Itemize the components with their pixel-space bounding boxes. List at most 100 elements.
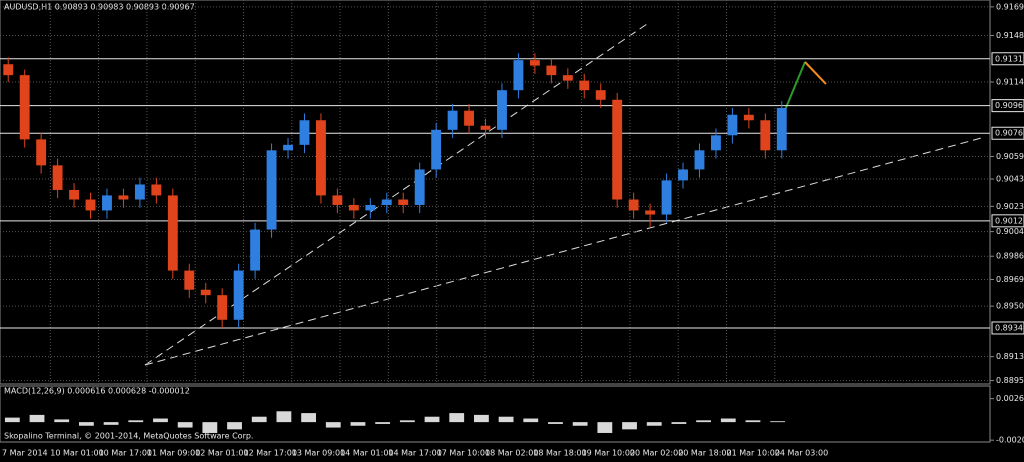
level-box — [991, 321, 1024, 335]
x-tick-label: 10 Mar 01:00 — [50, 449, 103, 458]
candle-body — [431, 129, 442, 170]
candle-body — [69, 189, 79, 200]
candle-body — [151, 184, 162, 196]
candle-body — [85, 199, 96, 211]
x-tick-label: 24 Mar 03:00 — [775, 449, 828, 458]
candle-body — [52, 165, 63, 190]
macd-bar — [227, 422, 242, 430]
candle-body — [743, 114, 754, 121]
x-tick-label: 14 Mar 17:00 — [388, 449, 441, 458]
level-box — [991, 126, 1024, 140]
level-box — [991, 99, 1024, 113]
macd-bar — [103, 422, 119, 425]
candle-body — [595, 90, 606, 100]
candle-body — [36, 139, 47, 166]
y-tick-label: 0.89865 — [996, 252, 1024, 261]
y-tick-label: 0.89695 — [996, 275, 1024, 284]
candle-body — [3, 64, 14, 76]
macd-bar — [498, 416, 514, 423]
macd-bar — [622, 422, 637, 430]
candle-body — [497, 90, 507, 130]
x-tick-label: 21 Mar 10:00 — [727, 449, 780, 458]
macd-bar — [572, 422, 588, 426]
level-label: 0.90765 — [995, 129, 1024, 138]
macd-bar — [54, 419, 70, 423]
macd-bar — [474, 414, 489, 423]
candle-body — [217, 295, 228, 320]
channel-lower — [144, 136, 986, 366]
candle-body — [134, 184, 145, 200]
candle-body — [167, 195, 178, 271]
candle-body — [546, 65, 557, 76]
macd-tick-label: -0.0020 — [996, 436, 1024, 445]
y-tick-label: 0.88955 — [996, 376, 1024, 385]
copyright: Skopalino Terminal, © 2001-2014, MetaQuo… — [4, 432, 253, 441]
x-tick-label: 19 Mar 10:00 — [582, 449, 635, 458]
macd-bar — [79, 422, 94, 426]
x-tick-label: 18 Mar 18:00 — [533, 449, 586, 458]
level-label: 0.90124 — [995, 216, 1024, 225]
candle-body — [414, 169, 425, 205]
macd-bar — [301, 413, 316, 423]
candle-body — [464, 110, 474, 126]
arrow-down — [804, 61, 827, 85]
level-label: 0.90967 — [995, 101, 1024, 110]
macd-bar — [29, 414, 45, 423]
y-tick-label: 0.90045 — [996, 227, 1024, 236]
candle-body — [579, 80, 590, 91]
candle-body — [348, 204, 359, 211]
macd-bar — [4, 417, 20, 423]
macd-bar — [696, 420, 711, 423]
candle-body — [694, 150, 705, 170]
candle-body — [102, 195, 112, 211]
candle-body — [480, 125, 491, 130]
y-tick-label: 0.90595 — [996, 152, 1024, 161]
candle-body — [332, 195, 343, 205]
candle-body — [711, 135, 721, 151]
arrow-up — [784, 61, 806, 111]
macd-bar — [424, 416, 440, 423]
macd-bar — [523, 418, 539, 423]
candle-body — [365, 204, 376, 211]
macd-bar — [153, 418, 168, 423]
candle-body — [513, 60, 524, 91]
x-tick-label: 20 Mar 02:00 — [630, 449, 683, 458]
x-tick-label: 20 Mar 18:00 — [678, 449, 731, 458]
macd-bar — [350, 422, 366, 426]
macd-bar — [177, 422, 193, 428]
candle-body — [184, 270, 195, 290]
macd-bar — [770, 421, 786, 423]
candle-body — [381, 199, 392, 205]
candle-body — [266, 150, 277, 230]
macd-bar — [325, 422, 341, 428]
x-tick-label: 17 Mar 10:00 — [437, 449, 490, 458]
x-tick-label: 13 Mar 09:00 — [292, 449, 345, 458]
x-tick-label: 10 Mar 17:00 — [99, 449, 152, 458]
candle-body — [299, 120, 310, 145]
macd-tick-label: 0.0026 — [996, 394, 1024, 403]
macd-bar — [745, 420, 761, 423]
x-tick-label: 12 Mar 01:00 — [195, 449, 248, 458]
level-box — [991, 214, 1024, 228]
x-tick-label: 18 Mar 02:00 — [485, 449, 538, 458]
candle-body — [645, 210, 656, 215]
candle-body — [19, 75, 30, 140]
candle-body — [200, 289, 211, 296]
macd-bar — [202, 422, 218, 433]
macd-bar — [128, 420, 144, 423]
candle-body — [316, 120, 326, 196]
candle-body — [661, 180, 672, 215]
candle-body — [529, 60, 540, 66]
macd-frame — [0, 385, 991, 443]
macd-bar — [449, 413, 465, 423]
macd-bar — [597, 422, 613, 433]
macd-bar — [251, 416, 267, 423]
candle-body — [233, 270, 244, 320]
